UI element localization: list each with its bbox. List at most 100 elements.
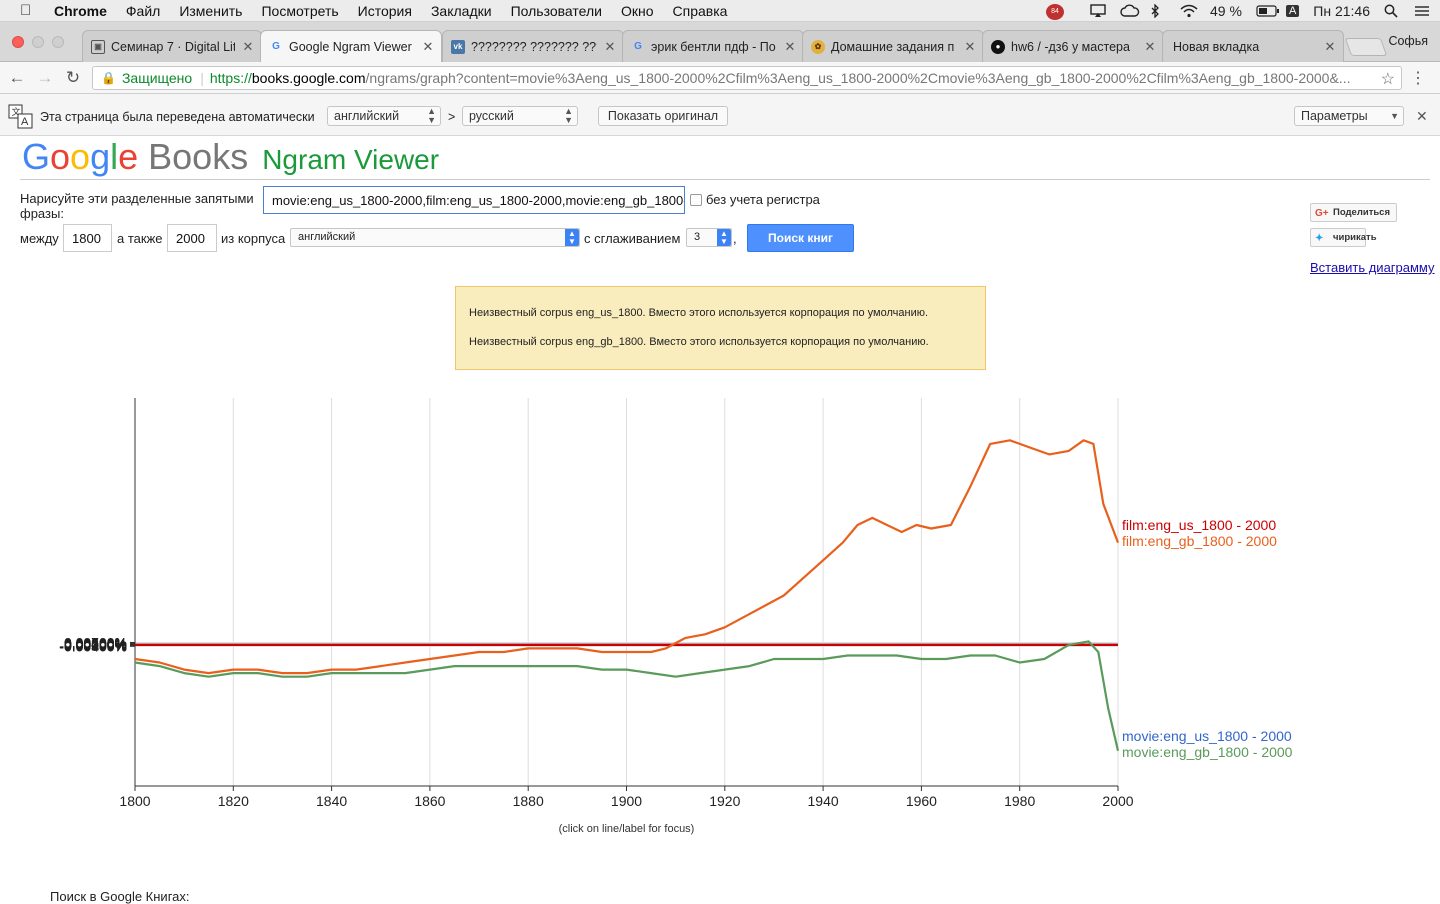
series-line[interactable]	[134, 640, 1120, 751]
address-bar[interactable]: 🔒 Защищено | https:// books.google.com /…	[92, 66, 1402, 90]
updown-arrows-icon: ▲ ▼	[564, 106, 573, 125]
x-tick-label: 2000	[1102, 793, 1133, 809]
translate-to-select[interactable]: русский ▲ ▼	[462, 106, 578, 126]
notification-badge[interactable]: 84	[1046, 4, 1064, 20]
apple-icon[interactable]: 	[20, 2, 38, 19]
warning-message-2: Неизвестный corpus eng_gb_1800. Вместо э…	[469, 336, 929, 348]
logo-letter: o	[70, 136, 91, 177]
close-icon[interactable]: ✕	[1144, 38, 1156, 54]
reload-icon[interactable]: ↻	[65, 68, 81, 87]
translate-from-select[interactable]: английский ▲ ▼	[327, 106, 441, 126]
smoothing-select[interactable]: 3 ▲ ▼	[686, 228, 732, 247]
forward-arrow-icon[interactable]: →	[36, 68, 54, 87]
updown-arrows-icon: ▲ ▼	[427, 106, 436, 125]
chrome-menu-icon[interactable]: ⋮	[1410, 70, 1426, 87]
tab-ngram-viewer[interactable]: G Google Ngram Viewer ✕	[260, 30, 442, 62]
search-books-button[interactable]: Поиск книг	[747, 224, 854, 252]
close-icon[interactable]: ✕	[604, 38, 616, 54]
share-button[interactable]: G+ Поделиться	[1310, 203, 1397, 222]
tab-vk[interactable]: vk ???????? ??????? ???? ✕	[442, 30, 624, 62]
year-end-input[interactable]: 2000	[167, 224, 217, 252]
bookmark-star-icon[interactable]: ☆	[1380, 71, 1395, 88]
airplay-icon[interactable]	[1090, 4, 1106, 18]
cloud-sync-icon[interactable]	[1120, 4, 1140, 18]
and-label: а также	[117, 231, 163, 246]
corpus-select-value: английский	[298, 231, 356, 243]
battery-icon[interactable]	[1256, 4, 1279, 18]
ngram-logo[interactable]: G o o g l e Books Ngram Viewer	[22, 136, 439, 177]
svg-text:A: A	[21, 116, 29, 128]
ngram-chart[interactable]: 1800 1820 1840 1860 1880 1900 1920 1940 1960 1980…	[0, 136, 1440, 900]
google-g-icon: G	[634, 40, 642, 52]
series-label[interactable]: movie:eng_us_1800 - 2000	[1122, 728, 1292, 744]
macos-menubar:  Chrome Файл Изменить Посмотреть Истори…	[0, 0, 1440, 22]
close-icon[interactable]: ✕	[1324, 38, 1336, 54]
case-insensitive-checkbox[interactable]	[690, 194, 702, 206]
series-label[interactable]: movie:eng_gb_1800 - 2000	[1122, 744, 1293, 760]
wifi-icon[interactable]	[1180, 4, 1198, 18]
header-divider	[20, 179, 1430, 180]
page-content: G o o g l e Books Ngram Viewer Нарисуйте…	[0, 136, 1440, 904]
x-tick-label: 1900	[611, 793, 642, 809]
series-label[interactable]: film:eng_us_1800 - 2000	[1122, 517, 1276, 533]
book-icon: ▣	[91, 39, 105, 54]
show-original-button[interactable]: Показать оригинал	[598, 106, 728, 126]
battery-percent[interactable]: 49 %	[1210, 3, 1242, 19]
y-tick-label: 0.00700%	[64, 634, 127, 650]
menu-window[interactable]: Окно	[620, 2, 654, 19]
menu-people[interactable]: Пользователи	[510, 2, 602, 19]
google-plus-icon: G+	[1315, 208, 1329, 219]
tweet-button[interactable]: ✦ чирикать	[1310, 228, 1377, 247]
window-zoom-icon[interactable]	[52, 36, 64, 48]
phrase-input[interactable]: movie:eng_us_1800-2000,film:eng_us_1800-…	[263, 186, 685, 214]
translate-options-select[interactable]: Параметры ▼	[1294, 106, 1404, 126]
menu-app-name[interactable]: Chrome	[54, 2, 107, 19]
y-tick-label: -0.00400%	[59, 638, 127, 654]
window-minimize-icon[interactable]	[32, 36, 44, 48]
tab-new-tab[interactable]: Новая вкладка ✕	[1162, 30, 1344, 62]
menu-edit[interactable]: Изменить	[179, 2, 243, 19]
secure-label[interactable]: Защищено	[121, 70, 193, 86]
new-tab-button[interactable]	[1344, 38, 1388, 56]
tab-github-hw6[interactable]: ● hw6 / -дз6 у мастера ✕	[982, 30, 1164, 62]
profile-name[interactable]: Софья	[1388, 34, 1428, 48]
x-tick-label: 1920	[709, 793, 740, 809]
close-icon[interactable]: ✕	[422, 38, 434, 54]
menu-bookmarks[interactable]: Закладки	[430, 2, 492, 19]
menu-view[interactable]: Посмотреть	[261, 2, 339, 19]
x-tick-label: 1860	[414, 793, 445, 809]
notification-center-icon[interactable]	[1414, 4, 1430, 18]
updown-arrows-icon: ▲ ▼	[717, 229, 731, 246]
input-source-indicator[interactable]: A	[1285, 5, 1300, 17]
menu-file[interactable]: Файл	[125, 2, 161, 19]
window-close-icon[interactable]	[12, 36, 24, 48]
bluetooth-icon[interactable]	[1150, 3, 1166, 19]
menu-help[interactable]: Справка	[672, 2, 728, 19]
chart-hint: (click on line/label for focus)	[559, 823, 695, 835]
year-start-input[interactable]: 1800	[63, 224, 112, 252]
close-icon[interactable]: ✕	[1416, 108, 1428, 124]
series-line[interactable]	[134, 439, 1120, 675]
tweet-label: чирикать	[1333, 232, 1377, 243]
close-icon[interactable]: ✕	[964, 38, 976, 54]
close-icon[interactable]: ✕	[242, 38, 254, 54]
back-arrow-icon[interactable]: ←	[8, 68, 26, 87]
series-label[interactable]: film:eng_gb_1800 - 2000	[1122, 533, 1277, 549]
tab-seminar[interactable]: ▣ Семинар 7 · Digital Lit ✕	[82, 30, 262, 62]
menu-history[interactable]: История	[357, 2, 412, 19]
share-label: Поделиться	[1333, 207, 1391, 218]
x-tick-label: 1820	[218, 793, 249, 809]
close-icon[interactable]: ✕	[784, 38, 796, 54]
tab-homework[interactable]: ✿ Домашние задания п ✕	[802, 30, 984, 62]
corpus-select[interactable]: английский ▲ ▼	[290, 228, 580, 247]
menubar-clock[interactable]: Пн 21:46	[1313, 3, 1370, 19]
translate-options-value: Параметры	[1301, 109, 1368, 123]
embed-chart-link[interactable]: Вставить диаграмму	[1310, 260, 1435, 275]
x-tick-label: 1880	[513, 793, 544, 809]
spotlight-icon[interactable]	[1384, 4, 1400, 18]
tab-bentley-search[interactable]: G эрик бентли пдф - По ✕	[622, 30, 804, 62]
lock-icon[interactable]: 🔒	[101, 71, 116, 85]
tab-label: Google Ngram Viewer	[289, 39, 412, 54]
